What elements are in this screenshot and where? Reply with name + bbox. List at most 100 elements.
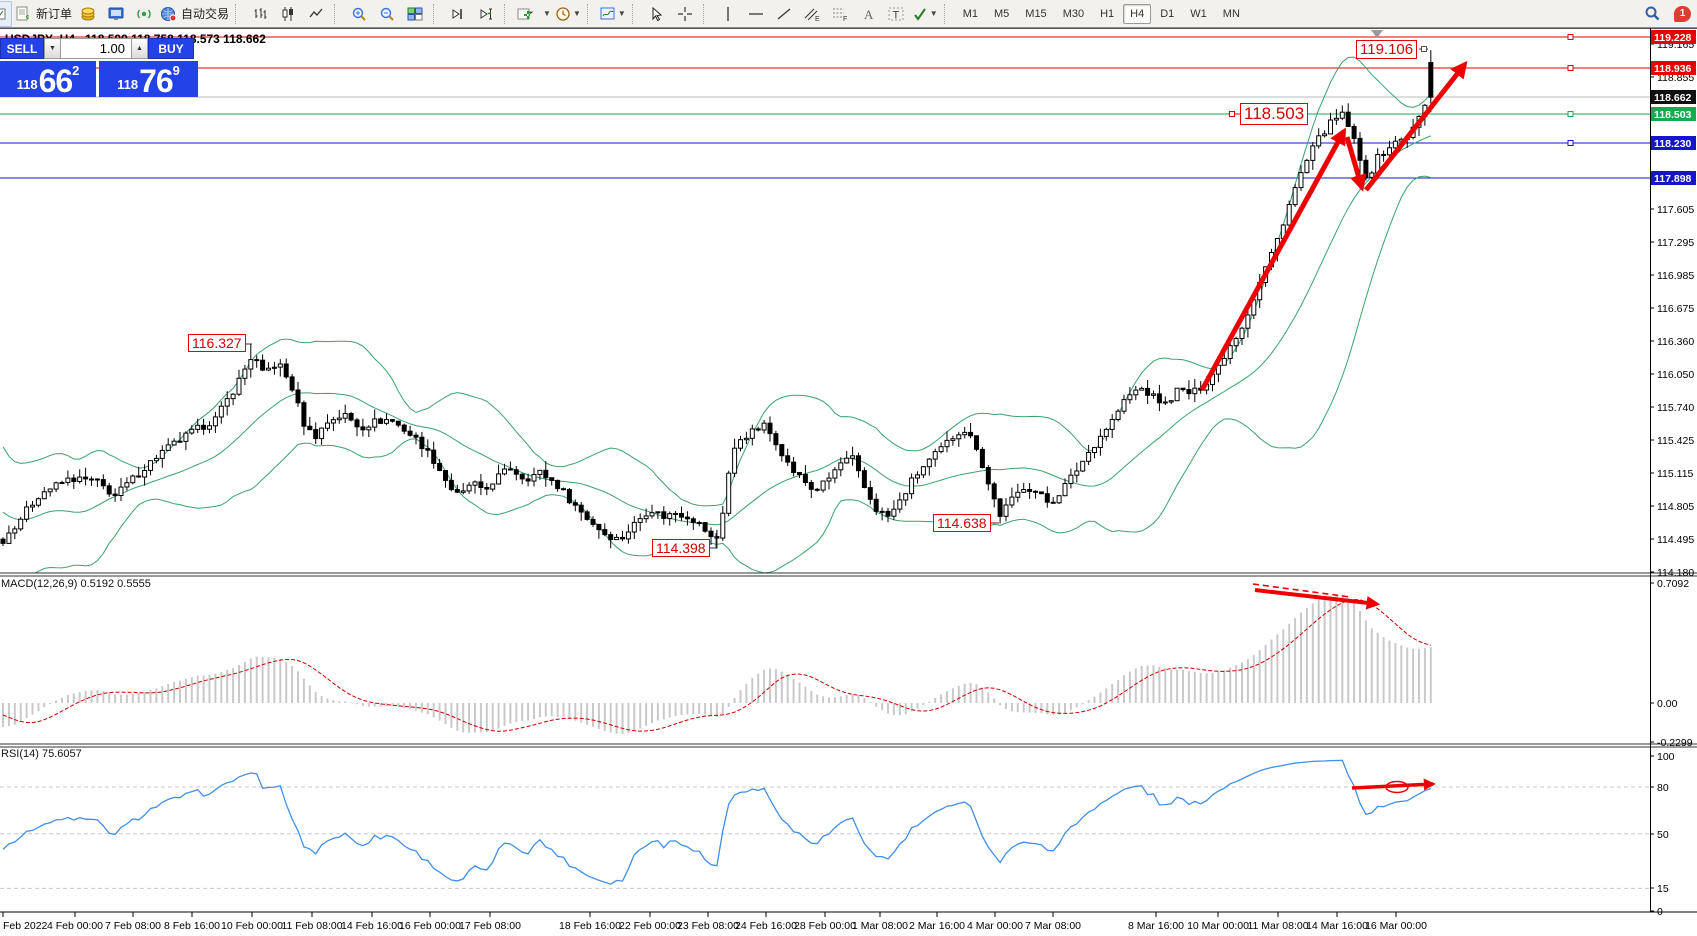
dropdown-caret: ▼ (617, 9, 626, 18)
svg-text:114.180: 114.180 (1657, 567, 1694, 579)
svg-text:11 Feb 08:00: 11 Feb 08:00 (281, 920, 342, 932)
timeframe-M1[interactable]: M1 (962, 7, 978, 20)
zoom-out-icon[interactable] (374, 1, 400, 27)
vertical-line-tool-icon[interactable] (715, 1, 741, 27)
svg-text:-0.2299: -0.2299 (1657, 737, 1693, 749)
svg-text:118.936: 118.936 (1654, 63, 1692, 75)
timeframe-M30[interactable]: M30 (1062, 7, 1085, 20)
svg-text:100: 100 (1657, 751, 1675, 763)
svg-text:23 Feb 08:00: 23 Feb 08:00 (677, 920, 739, 932)
svg-text:16 Mar 00:00: 16 Mar 00:00 (1365, 920, 1427, 932)
arrows-tool-button[interactable]: ▼ (911, 1, 939, 27)
line-chart-type-icon[interactable] (303, 1, 329, 27)
zoom-in-icon[interactable] (346, 1, 372, 27)
price-callout-119.106[interactable]: 119.106 (1356, 40, 1418, 59)
svg-text:10 Mar 00:00: 10 Mar 00:00 (1187, 920, 1249, 932)
templates-button[interactable]: ▼ (599, 1, 627, 27)
volume-input[interactable] (61, 38, 131, 59)
svg-text:A: A (864, 7, 874, 22)
toolbar-separator (334, 3, 342, 24)
timeframe-H4[interactable]: H4 (1123, 3, 1152, 24)
sell-price-handle: 118 (16, 77, 38, 92)
periods-button[interactable]: ▼ (554, 1, 582, 27)
horizontal-line-tool-icon[interactable] (743, 1, 769, 27)
svg-text:15: 15 (1657, 883, 1669, 895)
fibonacci-tool-icon[interactable]: F (827, 1, 853, 27)
svg-text:50: 50 (1657, 829, 1669, 841)
metaeditor-icon[interactable] (75, 1, 101, 27)
axes[interactable]: 119.165118.855117.605117.295116.985116.6… (0, 28, 1697, 932)
dropdown-caret: ▼ (929, 9, 938, 18)
sell-price[interactable]: 118 66 2 (0, 61, 96, 97)
svg-text:14 Feb 16:00: 14 Feb 16:00 (341, 920, 403, 932)
svg-text:24 Feb 16:00: 24 Feb 16:00 (735, 920, 797, 932)
svg-text:8 Feb 16:00: 8 Feb 16:00 (164, 920, 220, 932)
svg-text:117.295: 117.295 (1657, 237, 1694, 249)
annotations (246, 30, 1468, 794)
svg-text:7 Mar 08:00: 7 Mar 08:00 (1025, 920, 1081, 932)
crosshair-tool-icon[interactable] (672, 1, 698, 27)
sell-button[interactable]: SELL (0, 38, 44, 59)
svg-text:8 Mar 16:00: 8 Mar 16:00 (1128, 920, 1184, 932)
svg-text:116.050: 116.050 (1657, 369, 1694, 381)
toolbar-separator (702, 3, 711, 24)
chart-canvas[interactable]: 119.165118.855117.605117.295116.985116.6… (0, 28, 1697, 936)
candlestick-chart-type-icon[interactable] (275, 1, 301, 27)
timeframe-H1[interactable]: H1 (1100, 7, 1115, 20)
svg-text:4 Feb 00:00: 4 Feb 00:00 (47, 920, 103, 932)
new-order-button[interactable]: 新订单 (14, 1, 73, 27)
signals-icon[interactable] (131, 1, 157, 27)
rsi-label: RSI(14) 75.6057 (1, 748, 82, 760)
price-callout-116.327[interactable]: 116.327 (188, 334, 246, 352)
terminal-icon[interactable] (103, 1, 129, 27)
cursor-tool-icon[interactable] (644, 1, 670, 27)
text-tool-icon[interactable]: A (855, 1, 881, 27)
timeframe-MN[interactable]: MN (1222, 7, 1240, 20)
toolbar-separator (433, 3, 441, 24)
svg-text:0: 0 (1657, 906, 1663, 918)
toolbar-separator (586, 3, 595, 24)
buy-button[interactable]: BUY (148, 38, 194, 59)
svg-text:F: F (843, 16, 847, 22)
timeframe-M5[interactable]: M5 (994, 7, 1010, 20)
dropdown-caret: ▼ (572, 9, 581, 18)
toolbar-separator (504, 3, 512, 24)
svg-text:22 Feb 00:00: 22 Feb 00:00 (619, 920, 681, 932)
price-callout-114.638[interactable]: 114.638 (933, 514, 991, 532)
text-label-tool-icon[interactable]: T (883, 1, 909, 27)
svg-text:118.662: 118.662 (1654, 92, 1692, 104)
tile-windows-icon[interactable] (402, 1, 428, 27)
svg-text:116.360: 116.360 (1657, 336, 1694, 348)
toolbar: 新订单 自动交易 (0, 0, 1697, 28)
price-callout-114.398[interactable]: 114.398 (652, 539, 710, 557)
equidistant-channel-tool-icon[interactable]: E (799, 1, 825, 27)
notification-badge[interactable]: 1 (1674, 5, 1691, 22)
sell-price-pip: 2 (72, 63, 80, 78)
bar-chart-type-icon[interactable] (247, 1, 273, 27)
svg-text:117.898: 117.898 (1654, 173, 1692, 185)
svg-text:28 Feb 00:00: 28 Feb 00:00 (794, 920, 856, 932)
buy-price-pip: 9 (172, 63, 180, 78)
add-indicator-button[interactable]: ▼ (516, 1, 552, 27)
timeframe-D1[interactable]: D1 (1160, 7, 1175, 20)
charts-icon[interactable] (0, 0, 12, 27)
svg-text:0.7092: 0.7092 (1657, 578, 1689, 590)
buy-price[interactable]: 118 76 9 (99, 61, 198, 97)
price-callout-118.503[interactable]: 118.503 (1240, 103, 1309, 125)
timeframe-M15[interactable]: M15 (1025, 7, 1047, 20)
svg-text:114.805: 114.805 (1657, 501, 1694, 513)
svg-text:119.228: 119.228 (1654, 32, 1692, 44)
svg-text:118.503: 118.503 (1654, 109, 1692, 121)
volume-increase-button[interactable]: ▲ (131, 38, 148, 59)
rsi-pane (0, 759, 1650, 889)
volume-decrease-button[interactable]: ▼ (44, 38, 61, 59)
search-icon[interactable] (1639, 1, 1665, 27)
svg-text:Feb 2022: Feb 2022 (3, 920, 48, 932)
autotrading-button[interactable]: 自动交易 (159, 1, 230, 27)
svg-text:0.00: 0.00 (1657, 698, 1678, 710)
chart-autoscroll-icon[interactable] (445, 1, 471, 27)
timeframe-W1[interactable]: W1 (1190, 7, 1207, 20)
chart-shift-icon[interactable] (473, 1, 499, 27)
trendline-tool-icon[interactable] (771, 1, 797, 27)
